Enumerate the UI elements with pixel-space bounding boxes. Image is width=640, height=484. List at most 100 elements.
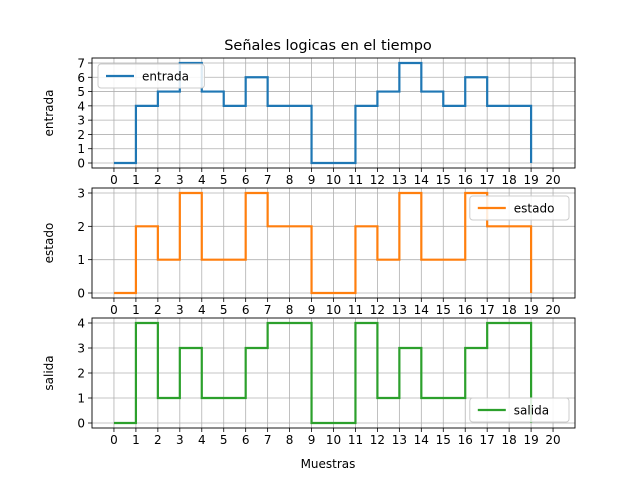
x-tick-label: 4 bbox=[198, 173, 206, 187]
x-tick-label: 11 bbox=[348, 303, 363, 317]
x-tick-label: 9 bbox=[308, 303, 316, 317]
x-tick-label: 6 bbox=[242, 173, 250, 187]
x-tick-label: 3 bbox=[176, 173, 184, 187]
y-tick-label: 2 bbox=[77, 367, 85, 381]
x-tick-label: 1 bbox=[132, 173, 140, 187]
chart-title: Señales logicas en el tiempo bbox=[224, 38, 432, 54]
x-tick-label: 7 bbox=[264, 433, 272, 447]
x-tick-label: 11 bbox=[348, 433, 363, 447]
x-tick-label: 13 bbox=[392, 433, 407, 447]
y-tick-label: 1 bbox=[77, 392, 85, 406]
subplots: 0 1 2 3 4 5 6 7 8 9 10 11 12 13 14 15 16 17 18 19 2001234567… bbox=[42, 57, 576, 447]
legend: estado bbox=[469, 195, 570, 221]
y-tick-label: 3 bbox=[77, 114, 85, 128]
x-tick-label: 17 bbox=[480, 303, 495, 317]
legend-label: entrada bbox=[142, 70, 189, 84]
x-tick-label: 18 bbox=[501, 173, 516, 187]
x-tick-label: 2 bbox=[154, 433, 162, 447]
legend-box bbox=[469, 397, 570, 423]
legend-label: salida bbox=[514, 404, 549, 418]
x-tick-label: 3 bbox=[176, 303, 184, 317]
x-tick-label: 19 bbox=[523, 173, 538, 187]
x-tick-label: 8 bbox=[286, 173, 294, 187]
x-tick-label: 5 bbox=[220, 433, 228, 447]
x-tick-label: 20 bbox=[545, 433, 560, 447]
x-tick-label: 5 bbox=[220, 173, 228, 187]
x-tick-label: 8 bbox=[286, 433, 294, 447]
y-tick-label: 0 bbox=[77, 287, 85, 301]
x-tick-label: 6 bbox=[242, 303, 250, 317]
x-tick-label: 7 bbox=[264, 173, 272, 187]
y-tick-label: 0 bbox=[77, 157, 85, 171]
series-line-salida bbox=[113, 321, 533, 425]
x-tick-label: 4 bbox=[198, 303, 206, 317]
x-tick-label: 1 bbox=[132, 433, 140, 447]
x-tick-label: 10 bbox=[326, 433, 341, 447]
y-tick-label: 4 bbox=[77, 317, 85, 331]
x-tick-label: 15 bbox=[436, 173, 451, 187]
x-tick-label: 8 bbox=[286, 303, 294, 317]
x-tick-label: 9 bbox=[308, 173, 316, 187]
x-tick-label: 16 bbox=[458, 433, 473, 447]
x-tick-label: 12 bbox=[370, 303, 385, 317]
y-tick-label: 2 bbox=[77, 220, 85, 234]
x-tick-label: 15 bbox=[436, 303, 451, 317]
x-tick-label: 20 bbox=[545, 303, 560, 317]
y-tick-label: 4 bbox=[77, 99, 85, 113]
y-tick-label: 6 bbox=[77, 71, 85, 85]
x-tick-label: 12 bbox=[370, 433, 385, 447]
x-tick-label: 14 bbox=[414, 303, 429, 317]
x-tick-label: 16 bbox=[458, 173, 473, 187]
x-tick-label: 13 bbox=[392, 173, 407, 187]
legend-label: estado bbox=[514, 202, 555, 216]
y-axis-label: salida bbox=[42, 355, 56, 390]
x-tick-label: 3 bbox=[176, 433, 184, 447]
x-tick-label: 19 bbox=[523, 303, 538, 317]
x-tick-label: 19 bbox=[523, 433, 538, 447]
subplot-entrada: 0 1 2 3 4 5 6 7 8 9 10 11 12 13 14 15 16 17 18 19 2001234567… bbox=[42, 57, 576, 187]
legend-box bbox=[97, 63, 205, 89]
x-tick-label: 6 bbox=[242, 433, 250, 447]
x-axis-label: Muestras bbox=[301, 457, 356, 471]
y-tick-label: 5 bbox=[77, 85, 85, 99]
y-tick-label: 2 bbox=[77, 128, 85, 142]
x-tick-label: 7 bbox=[264, 303, 272, 317]
x-tick-label: 13 bbox=[392, 303, 407, 317]
x-tick-label: 14 bbox=[414, 433, 429, 447]
y-tick-label: 3 bbox=[77, 342, 85, 356]
legend: entrada bbox=[97, 63, 205, 89]
y-tick-label: 7 bbox=[77, 57, 85, 71]
x-tick-label: 18 bbox=[501, 433, 516, 447]
x-tick-label: 20 bbox=[545, 173, 560, 187]
y-tick-label: 1 bbox=[77, 142, 85, 156]
x-tick-label: 10 bbox=[326, 303, 341, 317]
x-tick-label: 12 bbox=[370, 173, 385, 187]
x-tick-label: 9 bbox=[308, 433, 316, 447]
y-axis-label: entrada bbox=[42, 90, 56, 137]
subplot-estado: 0 1 2 3 4 5 6 7 8 9 10 11 12 13 14 15 16 17 18 19 200123esta… bbox=[42, 187, 576, 317]
x-tick-label: 2 bbox=[154, 303, 162, 317]
y-tick-label: 3 bbox=[77, 187, 85, 201]
x-tick-label: 17 bbox=[480, 173, 495, 187]
x-tick-label: 0 bbox=[110, 173, 118, 187]
x-tick-label: 11 bbox=[348, 173, 363, 187]
subplot-salida: 0 1 2 3 4 5 6 7 8 9 10 11 12 13 14 15 16 17 18 19 2001234sal… bbox=[42, 317, 576, 447]
legend-box bbox=[469, 195, 570, 221]
series-line-estado bbox=[113, 191, 533, 295]
y-tick-label: 0 bbox=[77, 417, 85, 431]
x-tick-label: 4 bbox=[198, 433, 206, 447]
x-tick-label: 1 bbox=[132, 303, 140, 317]
x-tick-label: 17 bbox=[480, 433, 495, 447]
legend: salida bbox=[469, 397, 570, 423]
x-tick-label: 0 bbox=[110, 433, 118, 447]
x-tick-label: 18 bbox=[501, 303, 516, 317]
y-axis-label: estado bbox=[42, 223, 56, 264]
x-tick-label: 16 bbox=[458, 303, 473, 317]
x-tick-label: 15 bbox=[436, 433, 451, 447]
x-tick-label: 5 bbox=[220, 303, 228, 317]
x-tick-label: 2 bbox=[154, 173, 162, 187]
x-tick-label: 0 bbox=[110, 303, 118, 317]
x-tick-label: 14 bbox=[414, 173, 429, 187]
